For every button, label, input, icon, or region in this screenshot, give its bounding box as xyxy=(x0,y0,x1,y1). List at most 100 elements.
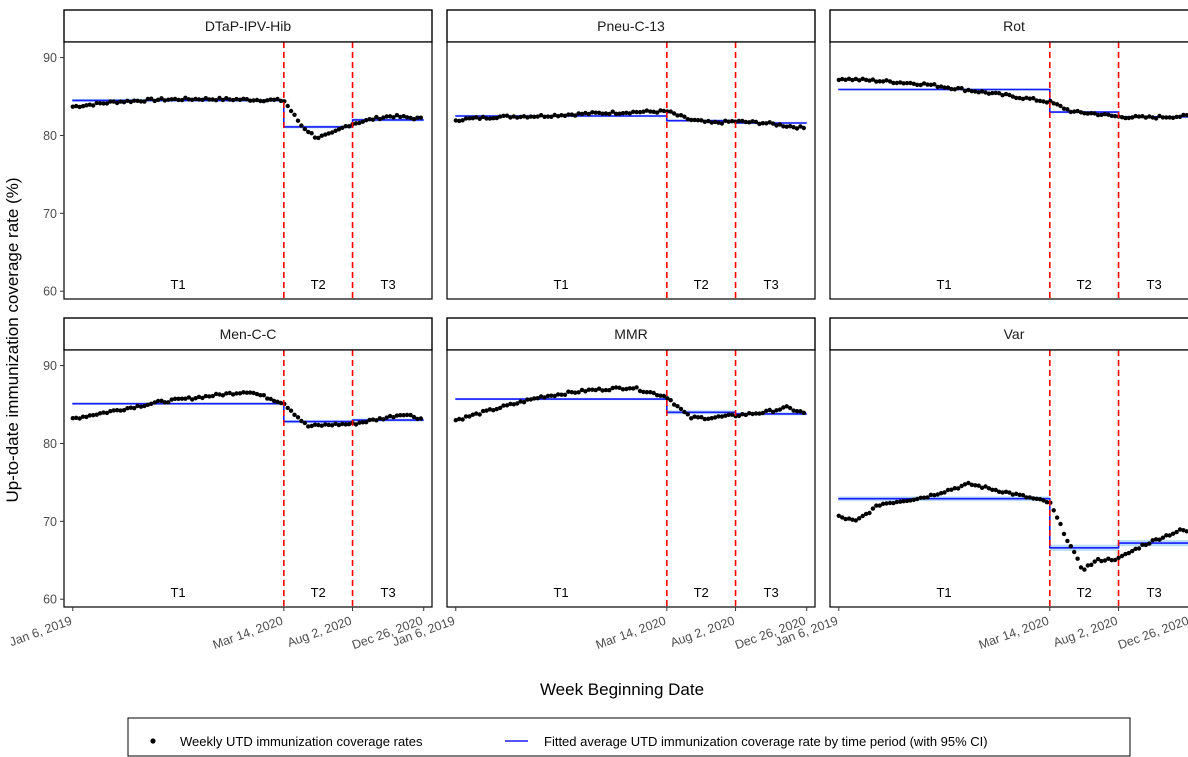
legend-line-label: Fitted average UTD immunization coverage… xyxy=(544,734,988,749)
weekly-point xyxy=(210,97,215,102)
weekly-point xyxy=(463,414,469,419)
weekly-point xyxy=(254,391,260,397)
weekly-point xyxy=(716,120,721,125)
weekly-point xyxy=(142,99,147,104)
weekly-point xyxy=(590,387,595,392)
weekly-point xyxy=(607,388,612,393)
weekly-point xyxy=(470,412,475,417)
weekly-point xyxy=(268,97,273,102)
plot-area xyxy=(836,480,1188,572)
weekly-point xyxy=(135,98,140,104)
weekly-point xyxy=(149,401,154,406)
weekly-point xyxy=(275,399,280,404)
legend-box xyxy=(127,717,1131,757)
weekly-point xyxy=(470,116,475,121)
weekly-point xyxy=(706,118,711,124)
plot-area xyxy=(453,385,807,423)
panel-var: Var T1 T2 T3 xyxy=(829,317,1188,608)
weekly-point xyxy=(610,385,615,391)
weekly-point xyxy=(1150,115,1155,120)
weekly-point xyxy=(312,135,318,140)
weekly-point xyxy=(302,126,307,132)
weekly-point xyxy=(203,96,208,101)
weekly-point xyxy=(203,393,208,399)
weekly-point xyxy=(224,391,229,396)
weekly-point xyxy=(360,420,365,425)
weekly-point xyxy=(111,99,116,104)
weekly-point xyxy=(521,114,527,119)
weekly-point xyxy=(121,408,127,413)
weekly-point xyxy=(1031,96,1036,101)
weekly-point xyxy=(959,483,964,489)
weekly-point xyxy=(326,422,331,428)
weekly-point xyxy=(261,99,266,104)
weekly-point xyxy=(794,409,800,414)
weekly-point xyxy=(921,495,927,500)
weekly-point xyxy=(1068,544,1074,549)
strip-title: DTaP-IPV-Hib xyxy=(205,18,292,34)
weekly-point xyxy=(271,398,277,404)
weekly-point xyxy=(709,120,714,125)
weekly-point xyxy=(648,109,653,114)
weekly-point xyxy=(196,97,202,102)
weekly-point xyxy=(265,396,270,401)
weekly-point xyxy=(979,89,985,94)
weekly-point xyxy=(678,113,684,118)
weekly-point xyxy=(942,85,947,90)
weekly-point xyxy=(891,500,896,506)
weekly-point xyxy=(747,120,752,125)
weekly-point xyxy=(101,101,106,106)
weekly-point xyxy=(777,407,783,412)
weekly-point xyxy=(1123,551,1128,557)
weekly-point xyxy=(624,110,629,116)
x-tick-label: Mar 14, 2020 xyxy=(211,614,285,652)
weekly-point xyxy=(695,415,701,420)
weekly-point xyxy=(1130,548,1135,554)
weekly-point xyxy=(637,388,643,394)
weekly-point xyxy=(1034,98,1039,103)
plot-area xyxy=(70,95,424,141)
weekly-point xyxy=(128,405,133,410)
weekly-point xyxy=(753,411,759,416)
weekly-point xyxy=(1034,496,1039,501)
weekly-point xyxy=(1072,549,1077,555)
weekly-point xyxy=(179,396,185,401)
weekly-point xyxy=(637,110,643,115)
period-label-t3: T3 xyxy=(381,277,396,292)
weekly-point xyxy=(689,117,694,123)
weekly-point xyxy=(938,84,944,89)
weekly-point xyxy=(1164,533,1169,538)
weekly-point xyxy=(114,100,120,106)
weekly-point xyxy=(750,411,755,417)
weekly-point xyxy=(306,424,311,429)
y-tick-label: 90 xyxy=(43,51,57,65)
weekly-point xyxy=(692,117,697,123)
weekly-point xyxy=(685,412,690,417)
weekly-point xyxy=(860,76,865,82)
weekly-point xyxy=(285,103,290,109)
weekly-point xyxy=(398,413,403,418)
weekly-point xyxy=(97,101,103,106)
panel-border xyxy=(829,41,1188,300)
weekly-point xyxy=(770,409,776,415)
weekly-point xyxy=(241,390,246,395)
weekly-point xyxy=(874,79,879,84)
weekly-point xyxy=(699,415,704,420)
weekly-point xyxy=(603,387,609,393)
weekly-point xyxy=(1007,92,1012,98)
weekly-point xyxy=(973,483,978,488)
weekly-point xyxy=(966,87,971,93)
weekly-point xyxy=(712,119,718,125)
weekly-point xyxy=(1078,565,1084,570)
weekly-point xyxy=(457,118,462,124)
weekly-point xyxy=(908,498,913,503)
weekly-point xyxy=(159,96,164,101)
weekly-point xyxy=(1044,500,1050,505)
weekly-point xyxy=(1099,558,1104,564)
weekly-point xyxy=(613,385,619,390)
weekly-point xyxy=(237,391,243,396)
weekly-point xyxy=(497,114,503,119)
weekly-point xyxy=(251,98,256,103)
weekly-point xyxy=(326,131,331,136)
weekly-point xyxy=(1106,556,1111,561)
